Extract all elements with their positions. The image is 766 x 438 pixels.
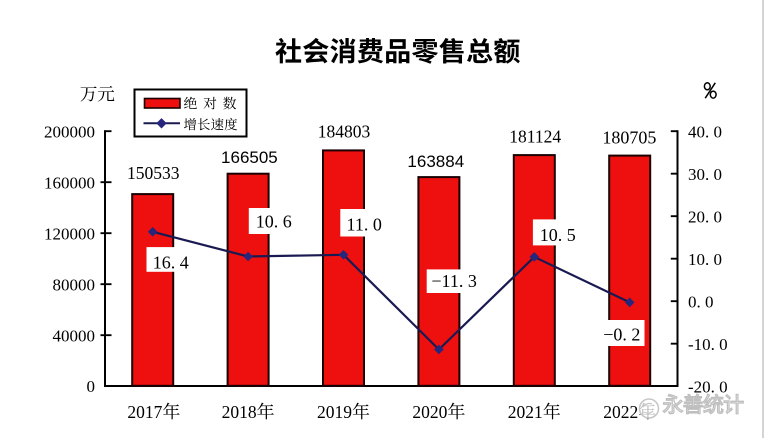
- svg-text:-20. 0: -20. 0: [688, 377, 728, 396]
- svg-text:2022: 2022: [603, 402, 638, 422]
- svg-text:0. 0: 0. 0: [688, 292, 714, 311]
- svg-text:2020: 2020: [412, 402, 447, 422]
- svg-text:80000: 80000: [53, 275, 96, 294]
- svg-text:181124: 181124: [509, 127, 561, 147]
- svg-text:40000: 40000: [53, 326, 96, 345]
- svg-text:−11. 3: −11. 3: [431, 271, 476, 291]
- svg-text:166505: 166505: [221, 148, 278, 167]
- svg-text:163884: 163884: [407, 152, 464, 171]
- svg-text:184803: 184803: [318, 122, 371, 142]
- svg-text:10. 0: 10. 0: [688, 250, 722, 269]
- svg-text:-10. 0: -10. 0: [688, 335, 728, 354]
- svg-text:2018: 2018: [222, 402, 257, 422]
- svg-text:16. 4: 16. 4: [153, 253, 189, 273]
- svg-text:2021: 2021: [508, 402, 543, 422]
- svg-text:−0. 2: −0. 2: [603, 325, 640, 345]
- svg-text:40. 0: 40. 0: [688, 122, 722, 141]
- svg-text:20. 0: 20. 0: [688, 207, 722, 226]
- svg-text:200000: 200000: [44, 122, 95, 141]
- svg-text:2017: 2017: [127, 402, 162, 422]
- svg-text:160000: 160000: [44, 173, 95, 192]
- svg-text:11. 0: 11. 0: [347, 214, 382, 234]
- svg-text:120000: 120000: [44, 224, 95, 243]
- svg-text:2019: 2019: [317, 402, 352, 422]
- svg-text:180705: 180705: [602, 128, 656, 148]
- svg-text:30. 0: 30. 0: [688, 165, 722, 184]
- svg-text:10. 6: 10. 6: [256, 211, 292, 231]
- svg-text:0: 0: [87, 377, 96, 396]
- svg-text:150533: 150533: [127, 163, 180, 183]
- svg-text:10. 5: 10. 5: [540, 225, 576, 245]
